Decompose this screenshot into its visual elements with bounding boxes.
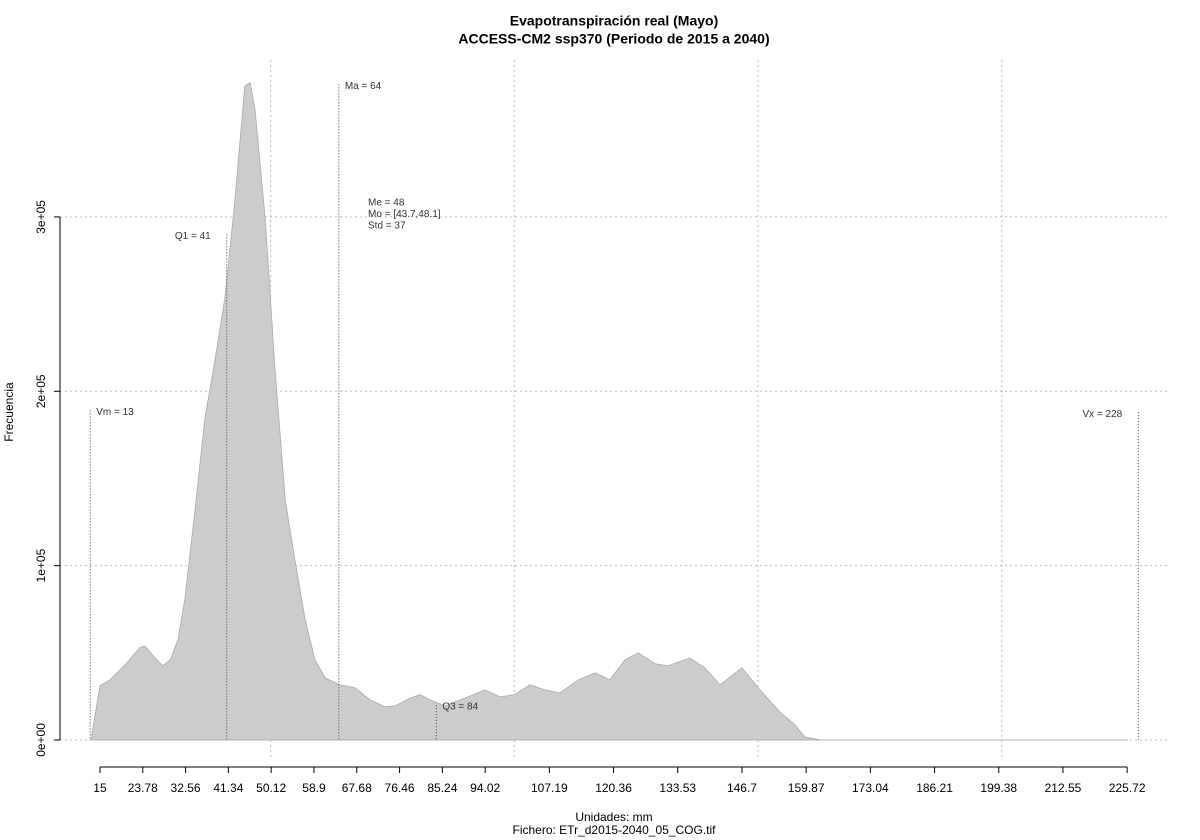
annotation-label: Q3 = 84 (442, 702, 478, 713)
x-tick-label: 32.56 (171, 781, 201, 795)
x-tick-label: 159.87 (788, 781, 825, 795)
x-tick-label: 58.9 (302, 781, 326, 795)
x-tick-label: 120.36 (595, 781, 632, 795)
x-tick-label: 199.38 (980, 781, 1017, 795)
annotation-label: Vx = 228 (1082, 409, 1122, 420)
annotation-label: Q1 = 41 (175, 231, 211, 242)
chart-title: Evapotranspiración real (Mayo) (510, 13, 719, 29)
x-tick-label: 94.02 (470, 781, 500, 795)
x-tick-label: 186.21 (916, 781, 953, 795)
annotation-label: Vm = 13 (96, 407, 134, 418)
stat-label: Std = 37 (368, 221, 406, 232)
y-tick-label: 1e+05 (34, 548, 48, 582)
x-tick-label: 50.12 (256, 781, 286, 795)
x-tick-label: 212.55 (1045, 781, 1082, 795)
x-tick-label: 23.78 (128, 781, 158, 795)
x-tick-label: 15 (93, 781, 107, 795)
x-tick-label: 67.68 (342, 781, 372, 795)
x-axis-label: Unidades: mm (575, 810, 652, 824)
x-tick-label: 107.19 (531, 781, 568, 795)
x-tick-label: 133.53 (659, 781, 696, 795)
y-tick-label: 2e+05 (34, 374, 48, 408)
x-tick-label: 85.24 (427, 781, 457, 795)
caption: Fichero: ETr_d2015-2040_05_COG.tif (513, 823, 717, 837)
density-area (90, 82, 1129, 741)
x-tick-label: 41.34 (213, 781, 243, 795)
x-tick-label: 146.7 (727, 781, 757, 795)
x-tick-label: 76.46 (385, 781, 415, 795)
stat-label: Mo = [43.7,48.1] (368, 209, 441, 220)
annotation-label: Ma = 64 (345, 81, 382, 92)
y-axis-label: Frecuencia (2, 382, 16, 442)
y-tick-label: 3e+05 (34, 200, 48, 234)
x-tick-label: 225.72 (1109, 781, 1146, 795)
stat-label: Me = 48 (368, 198, 405, 209)
x-tick-label: 173.04 (852, 781, 889, 795)
chart-subtitle: ACCESS-CM2 ssp370 (Periodo de 2015 a 204… (458, 31, 769, 47)
y-tick-label: 0e+00 (34, 723, 48, 757)
